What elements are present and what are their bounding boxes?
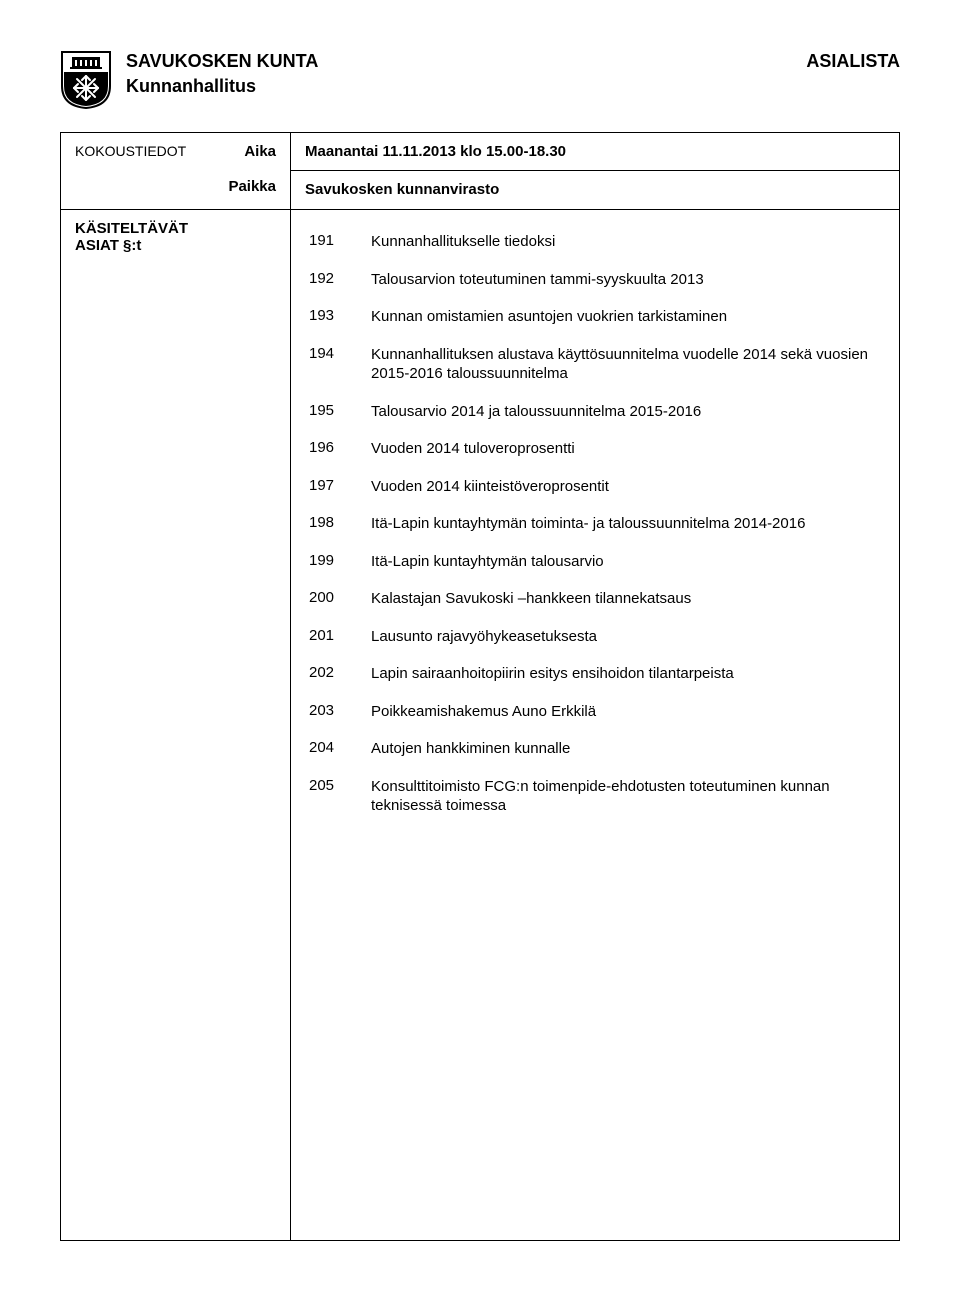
content-box: KOKOUSTIEDOT Aika Paikka Maanantai 11.11…	[60, 132, 900, 1241]
meeting-time: Maanantai 11.11.2013 klo 15.00-18.30	[291, 133, 899, 171]
header-org: SAVUKOSKEN KUNTA Kunnanhallitus	[126, 50, 632, 97]
list-item: 202 Lapin sairaanhoitopiirin esitys ensih…	[309, 664, 879, 684]
list-item: 203 Poikkeamishakemus Auno Erkkilä	[309, 702, 879, 722]
item-number: 202	[309, 664, 345, 681]
item-description: Poikkeamishakemus Auno Erkkilä	[371, 702, 879, 722]
page-label: ASIALISTA	[806, 50, 900, 73]
item-number: 197	[309, 477, 345, 494]
meeting-place: Savukosken kunnanvirasto	[291, 171, 899, 208]
meeting-values: Maanantai 11.11.2013 klo 15.00-18.30 Sav…	[291, 133, 899, 209]
item-number: 204	[309, 739, 345, 756]
processed-label-line1: KÄSITELTÄVÄT	[75, 220, 276, 237]
item-number: 192	[309, 270, 345, 287]
item-number: 200	[309, 589, 345, 606]
label-kokoustiedot: KOKOUSTIEDOT	[75, 143, 186, 159]
document-header: SAVUKOSKEN KUNTA Kunnanhallitus ASIALIST…	[60, 50, 900, 110]
label-paikka: Paikka	[228, 178, 276, 195]
item-description: Vuoden 2014 tuloveroprosentti	[371, 439, 879, 459]
list-item: 194 Kunnanhallituksen alustava käyttösuun…	[309, 345, 879, 384]
item-description: Itä-Lapin kuntayhtymän talousarvio	[371, 552, 879, 572]
list-item: 193 Kunnan omistamien asuntojen vuokrien …	[309, 307, 879, 327]
org-name: SAVUKOSKEN KUNTA	[126, 50, 632, 73]
items-list: 191 Kunnanhallitukselle tiedoksi 192 Talous…	[309, 232, 879, 816]
list-item: 204 Autojen hankkiminen kunnalle	[309, 739, 879, 759]
item-number: 195	[309, 402, 345, 419]
item-description: Lausunto rajavyöhykeasetuksesta	[371, 627, 879, 647]
processed-row: KÄSITELTÄVÄT ASIAT §:t 191 Kunnanhallituk…	[61, 210, 899, 1240]
item-number: 196	[309, 439, 345, 456]
item-description: Lapin sairaanhoitopiirin esitys ensihoid…	[371, 664, 879, 684]
list-item: 191 Kunnanhallitukselle tiedoksi	[309, 232, 879, 252]
item-number: 198	[309, 514, 345, 531]
processed-items: 191 Kunnanhallitukselle tiedoksi 192 Talous…	[291, 210, 899, 1240]
item-description: Itä-Lapin kuntayhtymän toiminta- ja talo…	[371, 514, 879, 534]
org-board: Kunnanhallitus	[126, 75, 632, 98]
item-description: Kalastajan Savukoski –hankkeen tilanneka…	[371, 589, 879, 609]
item-description: Kunnan omistamien asuntojen vuokrien tar…	[371, 307, 879, 327]
item-number: 193	[309, 307, 345, 324]
item-number: 194	[309, 345, 345, 362]
item-description: Kunnanhallituksen alustava käyttösuunnit…	[371, 345, 879, 384]
list-item: 197 Vuoden 2014 kiinteistöveroprosentit	[309, 477, 879, 497]
list-item: 198 Itä-Lapin kuntayhtymän toiminta- ja t…	[309, 514, 879, 534]
item-description: Talousarvio 2014 ja taloussuunnitelma 20…	[371, 402, 879, 422]
item-description: Vuoden 2014 kiinteistöveroprosentit	[371, 477, 879, 497]
list-item: 205 Konsulttitoimisto FCG:n toimenpide-eh…	[309, 777, 879, 816]
list-item: 192 Talousarvion toteutuminen tammi-syysk…	[309, 270, 879, 290]
processed-label-line2: ASIAT §:t	[75, 237, 276, 254]
municipal-crest-icon	[60, 50, 112, 110]
item-number: 203	[309, 702, 345, 719]
item-number: 199	[309, 552, 345, 569]
item-description: Autojen hankkiminen kunnalle	[371, 739, 879, 759]
item-description: Talousarvion toteutuminen tammi-syyskuul…	[371, 270, 879, 290]
list-item: 195 Talousarvio 2014 ja taloussuunnitelma…	[309, 402, 879, 422]
list-item: 200 Kalastajan Savukoski –hankkeen tilann…	[309, 589, 879, 609]
item-number: 205	[309, 777, 345, 794]
label-aika: Aika	[244, 143, 276, 160]
item-description: Konsulttitoimisto FCG:n toimenpide-ehdot…	[371, 777, 879, 816]
meeting-info-row: KOKOUSTIEDOT Aika Paikka Maanantai 11.11…	[61, 133, 899, 210]
meeting-labels: KOKOUSTIEDOT Aika Paikka	[61, 133, 291, 209]
item-number: 191	[309, 232, 345, 249]
list-item: 199 Itä-Lapin kuntayhtymän talousarvio	[309, 552, 879, 572]
item-description: Kunnanhallitukselle tiedoksi	[371, 232, 879, 252]
page: SAVUKOSKEN KUNTA Kunnanhallitus ASIALIST…	[0, 0, 960, 1290]
item-number: 201	[309, 627, 345, 644]
list-item: 201 Lausunto rajavyöhykeasetuksesta	[309, 627, 879, 647]
processed-label: KÄSITELTÄVÄT ASIAT §:t	[61, 210, 291, 1240]
list-item: 196 Vuoden 2014 tuloveroprosentti	[309, 439, 879, 459]
